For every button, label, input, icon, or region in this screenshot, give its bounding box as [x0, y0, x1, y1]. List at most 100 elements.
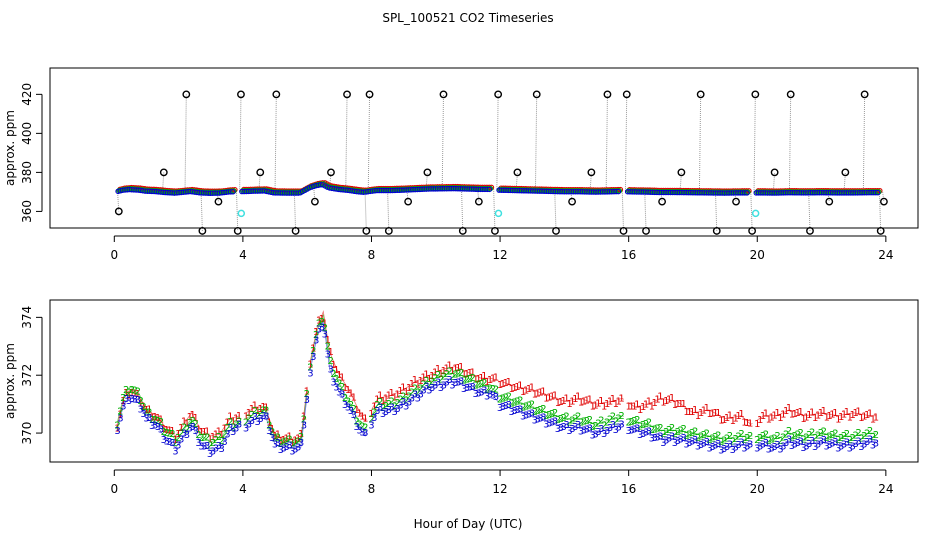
- bottom-marker-series-1: 1: [809, 407, 815, 418]
- bottom-marker-series-1: 1: [821, 406, 827, 417]
- top-point-blue: [613, 188, 619, 195]
- bottom-marker-series-2: 2: [695, 433, 701, 444]
- bottom-marker-series-1: 1: [663, 396, 669, 407]
- bottom-series-2-line: [245, 389, 308, 443]
- bottom-marker-series-3: 3: [829, 439, 835, 450]
- top-calibration-guide: [216, 192, 219, 202]
- bottom-marker-series-3: 3: [511, 406, 517, 417]
- bottom-marker-series-1: 1: [500, 379, 506, 390]
- bottom-marker-series-2: 2: [523, 402, 529, 413]
- top-calibration-point: [214, 197, 223, 206]
- bottom-series-1-line: [499, 380, 625, 405]
- bottom-marker-series-2: 2: [774, 431, 780, 442]
- bottom-marker-series-2: 2: [812, 433, 818, 444]
- bottom-series-1-line: [628, 397, 753, 425]
- bottom-marker-series-2: 2: [333, 374, 339, 385]
- bottom-marker-series-3: 3: [380, 409, 386, 420]
- bottom-marker-series-2: 2: [218, 436, 224, 447]
- top-calibration-guide: [200, 192, 203, 231]
- bottom-marker-series-2: 2: [818, 428, 824, 439]
- bottom-marker-series-1: 1: [578, 397, 584, 408]
- bottom-marker-series-3: 3: [327, 365, 333, 376]
- bottom-marker-series-1: 1: [634, 399, 640, 410]
- bottom-marker-series-3: 3: [835, 444, 841, 455]
- top-y-axis: 360 380 400 420: [20, 83, 43, 223]
- bottom-marker-series-1: 1: [345, 385, 351, 396]
- bottom-marker-series-1: 1: [386, 391, 392, 402]
- bottom-marker-series-3: 3: [481, 385, 487, 396]
- bottom-marker-series-1: 1: [712, 408, 718, 419]
- bottom-marker-series-2: 2: [566, 418, 572, 429]
- bottom-marker-series-3: 3: [780, 441, 786, 452]
- bottom-marker-series-1: 1: [549, 392, 555, 403]
- bottom-marker-series-2: 2: [254, 411, 260, 422]
- bottom-marker-series-3: 3: [192, 426, 198, 437]
- bottom-marker-series-2: 2: [327, 356, 333, 367]
- bottom-marker-series-3: 3: [724, 442, 730, 453]
- bottom-marker-series-3: 3: [356, 425, 362, 436]
- bottom-marker-series-3: 3: [508, 407, 514, 418]
- top-calibration-guide: [364, 191, 367, 231]
- bottom-marker-series-1: 1: [313, 327, 319, 338]
- bottom-marker-series-3: 3: [712, 441, 718, 452]
- bottom-marker-series-1: 1: [278, 436, 284, 447]
- bottom-marker-series-2: 2: [441, 372, 447, 383]
- bottom-marker-series-1: 1: [829, 410, 835, 421]
- bottom-marker-series-1: 1: [763, 409, 769, 420]
- bottom-marker-series-2: 2: [680, 424, 686, 435]
- bottom-marker-series-2: 2: [733, 434, 739, 445]
- bottom-marker-series-1: 1: [552, 391, 558, 402]
- top-calibration-guide: [882, 191, 885, 202]
- bottom-marker-series-1: 1: [506, 377, 512, 388]
- bottom-marker-series-3: 3: [618, 419, 624, 430]
- bottom-marker-series-1: 1: [490, 374, 496, 385]
- bottom-marker-series-3: 3: [610, 420, 616, 431]
- bottom-marker-series-2: 2: [192, 419, 198, 430]
- bottom-marker-series-2: 2: [464, 375, 470, 386]
- bottom-marker-series-1: 1: [783, 406, 789, 417]
- top-x-tick-label: 0: [110, 248, 118, 262]
- bottom-marker-series-3: 3: [552, 417, 558, 428]
- bottom-series-1-line: [117, 389, 240, 437]
- bottom-marker-series-3: 3: [864, 437, 870, 448]
- bottom-marker-series-1: 1: [260, 402, 266, 413]
- bottom-marker-series-3: 3: [534, 415, 540, 426]
- top-calibration-point: [237, 90, 245, 99]
- bottom-marker-series-1: 1: [803, 412, 809, 423]
- bottom-marker-series-2: 2: [520, 403, 526, 414]
- bottom-marker-series-1: 1: [592, 401, 598, 412]
- top-calibration-guide: [387, 189, 390, 231]
- bottom-marker-series-3: 3: [348, 406, 354, 417]
- bottom-marker-series-2: 2: [368, 415, 374, 426]
- bottom-marker-series-2: 2: [625, 418, 631, 429]
- bottom-marker-series-1: 1: [669, 393, 675, 404]
- bottom-marker-series-2: 2: [117, 407, 123, 418]
- top-x-tick-label: 12: [492, 248, 507, 262]
- bottom-marker-series-2: 2: [380, 403, 386, 414]
- bottom-marker-series-2: 2: [578, 418, 584, 429]
- bottom-marker-series-1: 1: [666, 395, 672, 406]
- bottom-marker-series-1: 1: [429, 371, 435, 382]
- bottom-marker-series-3: 3: [575, 420, 581, 431]
- bottom-marker-series-3: 3: [301, 420, 307, 431]
- bottom-marker-series-2: 2: [829, 430, 835, 441]
- top-y-tick-label: 420: [20, 83, 34, 106]
- bottom-marker-series-1: 1: [452, 364, 458, 375]
- top-calibration-guide: [827, 191, 830, 202]
- bottom-marker-series-1: 1: [420, 373, 426, 384]
- bottom-marker-series-2: 2: [873, 430, 879, 441]
- bottom-marker-series-3: 3: [409, 393, 415, 404]
- bottom-marker-series-3: 3: [558, 423, 564, 434]
- bottom-marker-series-2: 2: [741, 435, 747, 446]
- bottom-marker-series-3: 3: [595, 427, 601, 438]
- bottom-marker-series-1: 1: [738, 409, 744, 420]
- bottom-marker-series-2: 2: [227, 417, 233, 428]
- bottom-marker-series-1: 1: [461, 369, 467, 380]
- bottom-marker-series-3: 3: [809, 436, 815, 447]
- bottom-marker-series-1: 1: [166, 426, 172, 437]
- top-panel: 0 4 8 12 16 20 24 360 380 400 420 approx. ppm: [3, 67, 919, 262]
- bottom-marker-series-3: 3: [464, 383, 470, 394]
- bottom-marker-series-3: 3: [669, 432, 675, 443]
- top-point-blue: [744, 190, 750, 196]
- bottom-marker-series-1: 1: [146, 404, 152, 415]
